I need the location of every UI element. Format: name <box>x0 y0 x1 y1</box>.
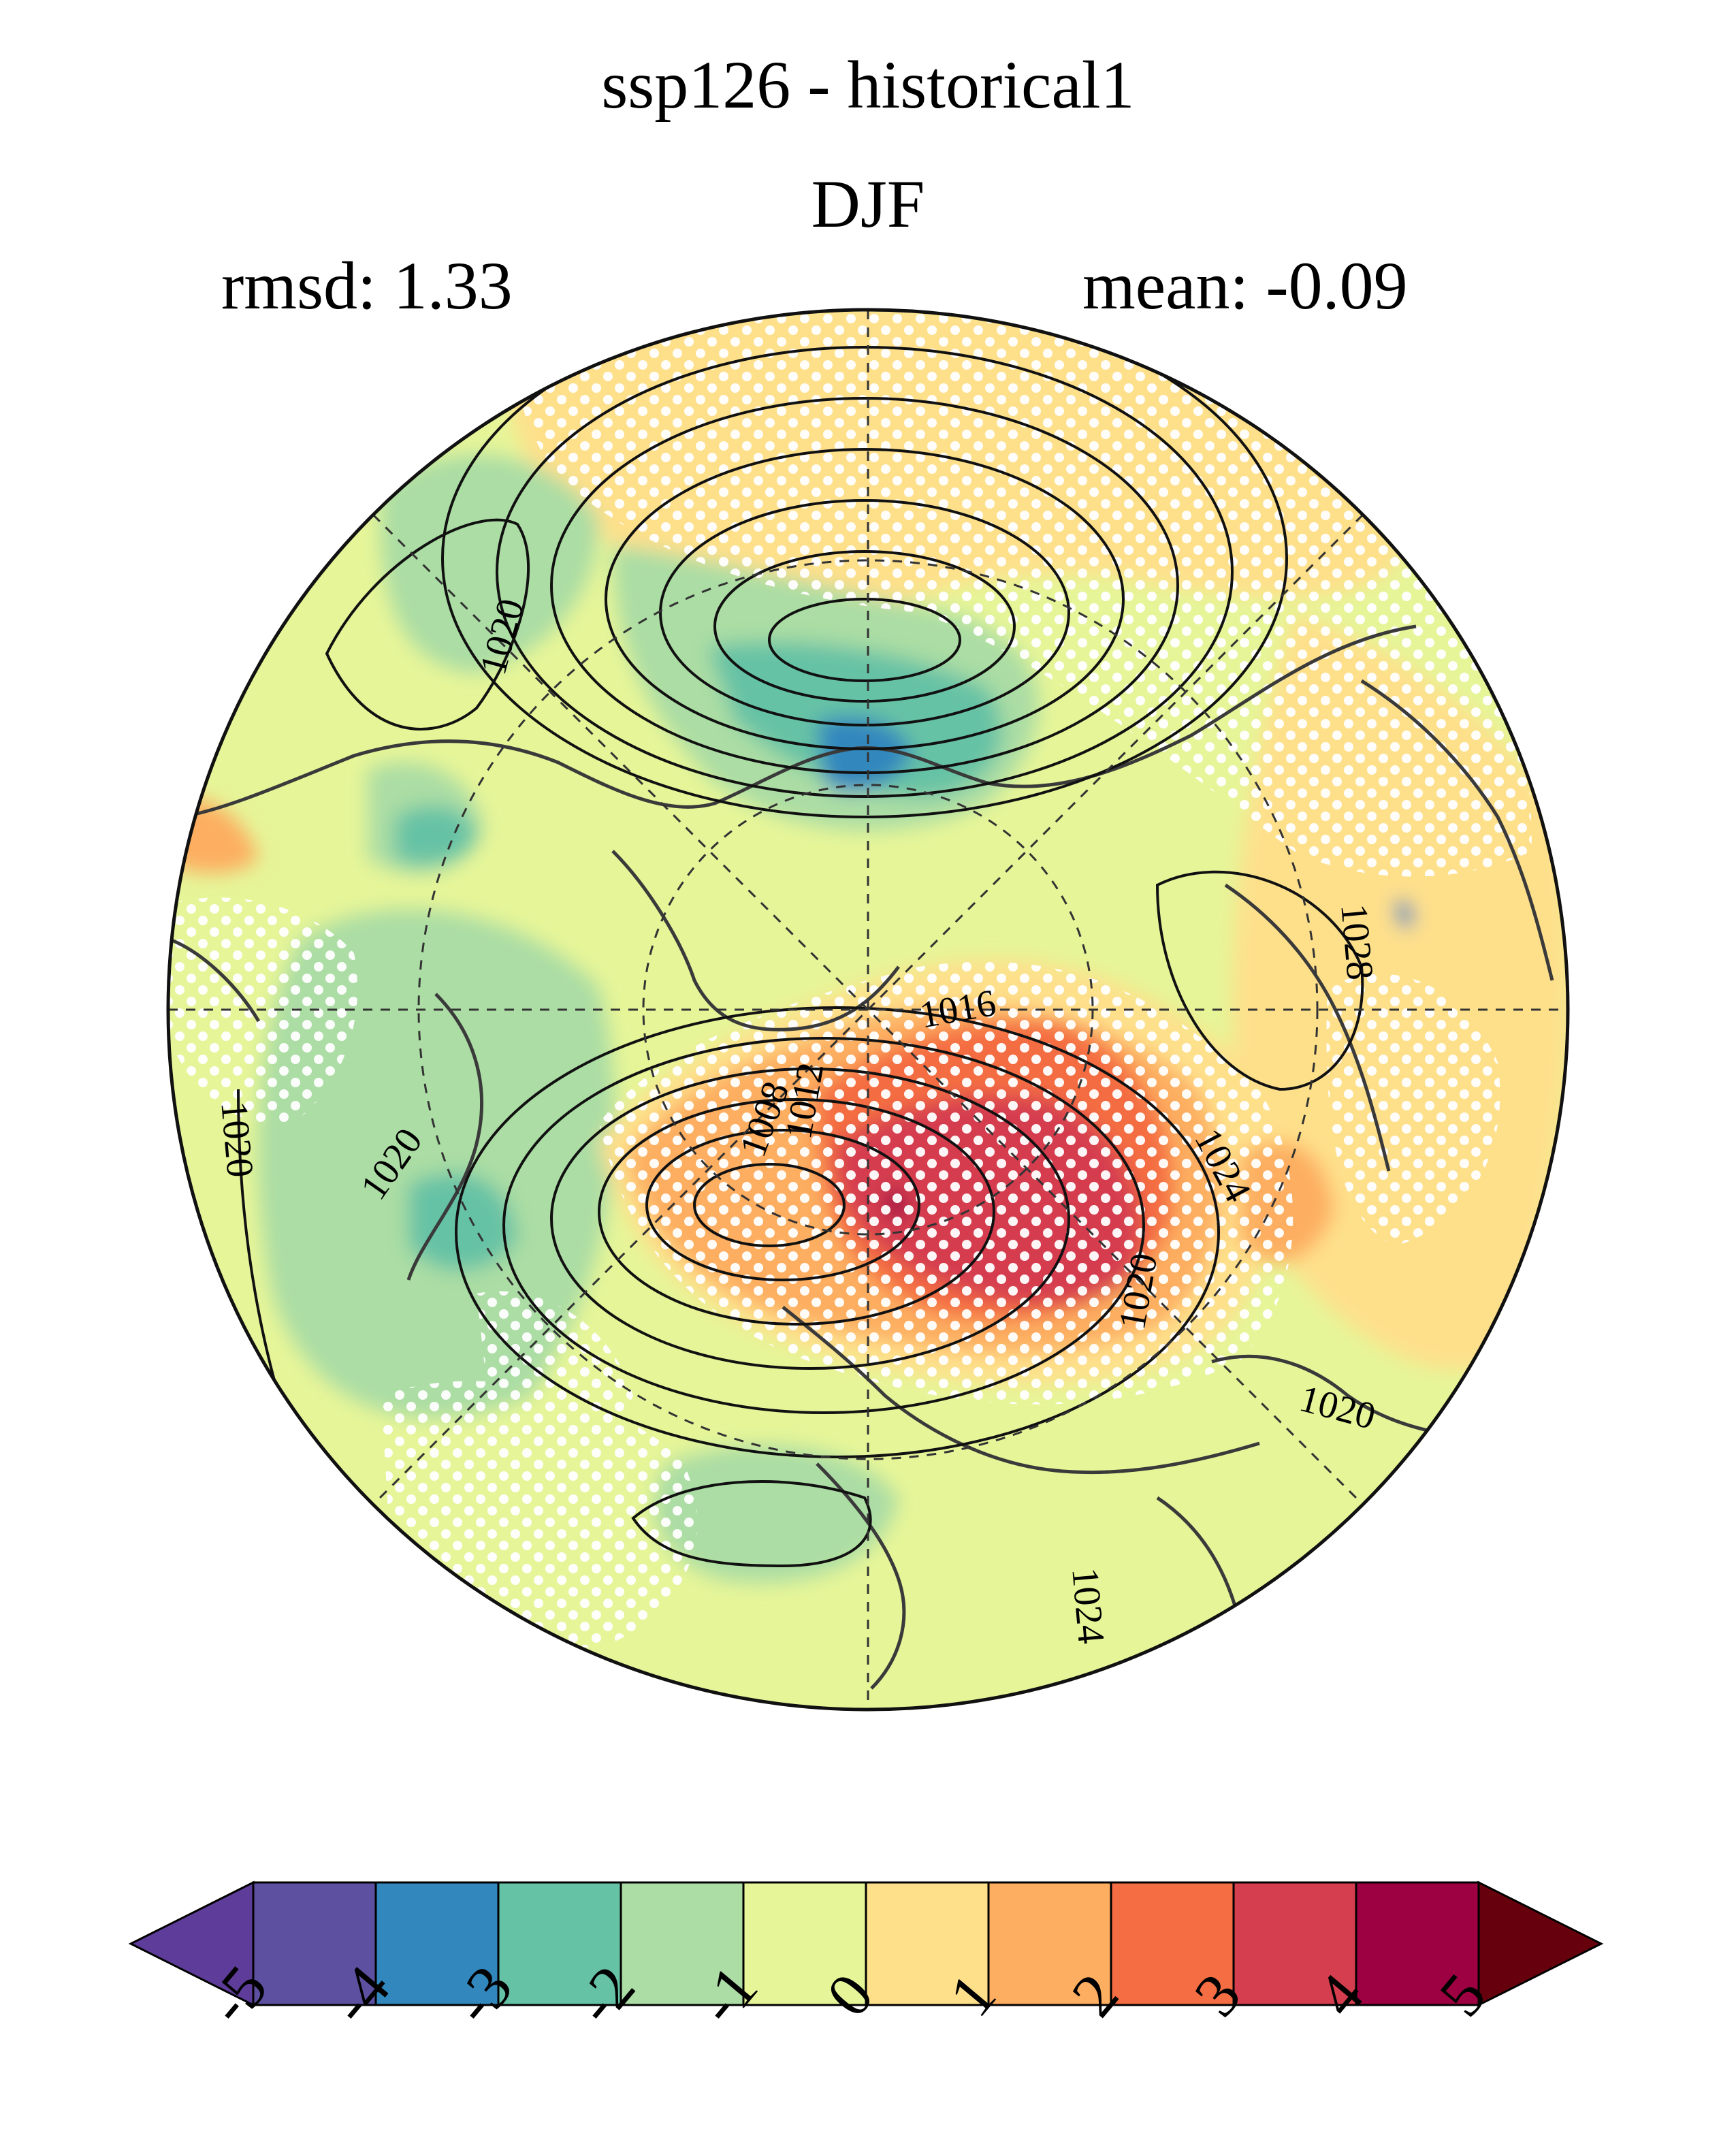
colorbar-box <box>374 1881 500 2006</box>
colorbar-box <box>497 1881 622 2006</box>
graticule <box>168 310 1568 1710</box>
season-label: DJF <box>811 166 925 242</box>
rmsd-label: rmsd: 1.33 <box>221 248 513 323</box>
mean-label: mean: -0.09 <box>1082 248 1408 323</box>
colorbar-box <box>620 1881 745 2006</box>
significance-stippling <box>168 310 1532 1648</box>
colorbar-box <box>742 1881 867 2006</box>
map-boundary <box>166 308 1570 1712</box>
colorbar-box <box>1232 1881 1357 2006</box>
contour-label-1024-s: 1024 <box>1063 1566 1112 1646</box>
contour-label-1020-w: 1020 <box>212 1100 261 1179</box>
colorbar-box <box>987 1881 1112 2006</box>
colorbar-box <box>1110 1881 1235 2006</box>
contour-label-1028: 1028 <box>1332 902 1381 982</box>
colorbar-box <box>252 1881 377 2006</box>
plot-title: ssp126 - historical1 <box>601 47 1135 123</box>
colorbar-extend-high <box>1477 1880 1604 2007</box>
colorbar-box <box>865 1881 990 2006</box>
colorbar-boxes <box>128 1880 1604 2007</box>
